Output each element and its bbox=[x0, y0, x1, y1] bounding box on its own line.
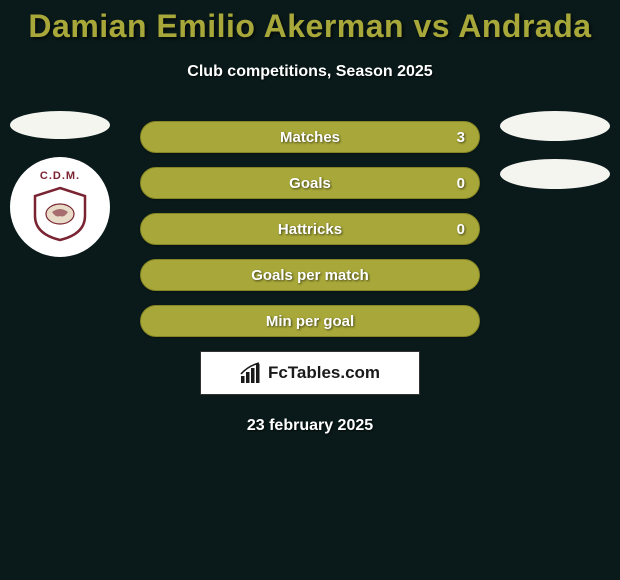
stat-row-min-per-goal: Min per goal bbox=[140, 305, 480, 337]
stat-label: Goals per match bbox=[251, 267, 369, 284]
stats-area: C.D.M. Matches 3 Goals 0 Hattricks 0 bbox=[0, 121, 620, 337]
stat-label: Hattricks bbox=[278, 221, 342, 238]
date-text: 23 february 2025 bbox=[0, 417, 620, 435]
player-oval-left bbox=[10, 111, 110, 139]
stat-value-right: 3 bbox=[457, 129, 465, 146]
page-title: Damian Emilio Akerman vs Andrada bbox=[0, 0, 620, 45]
left-player-column: C.D.M. bbox=[10, 111, 110, 257]
branding-text: FcTables.com bbox=[268, 363, 380, 383]
badge-initials: C.D.M. bbox=[21, 170, 99, 182]
stat-value-right: 0 bbox=[457, 221, 465, 238]
stat-row-goals-per-match: Goals per match bbox=[140, 259, 480, 291]
branding-box[interactable]: FcTables.com bbox=[200, 351, 420, 395]
player-oval-right-2 bbox=[500, 159, 610, 189]
stats-center: Matches 3 Goals 0 Hattricks 0 Goals per … bbox=[140, 121, 480, 337]
stat-label: Min per goal bbox=[266, 313, 354, 330]
stat-row-matches: Matches 3 bbox=[140, 121, 480, 153]
stat-label: Matches bbox=[280, 129, 340, 146]
stat-label: Goals bbox=[289, 175, 331, 192]
shield-icon bbox=[30, 186, 90, 242]
player-oval-right-1 bbox=[500, 111, 610, 141]
stat-value-right: 0 bbox=[457, 175, 465, 192]
bar-chart-icon bbox=[240, 362, 262, 384]
subtitle: Club competitions, Season 2025 bbox=[0, 63, 620, 81]
stat-row-goals: Goals 0 bbox=[140, 167, 480, 199]
stat-row-hattricks: Hattricks 0 bbox=[140, 213, 480, 245]
club-badge-left: C.D.M. bbox=[10, 157, 110, 257]
right-player-column bbox=[500, 111, 610, 207]
